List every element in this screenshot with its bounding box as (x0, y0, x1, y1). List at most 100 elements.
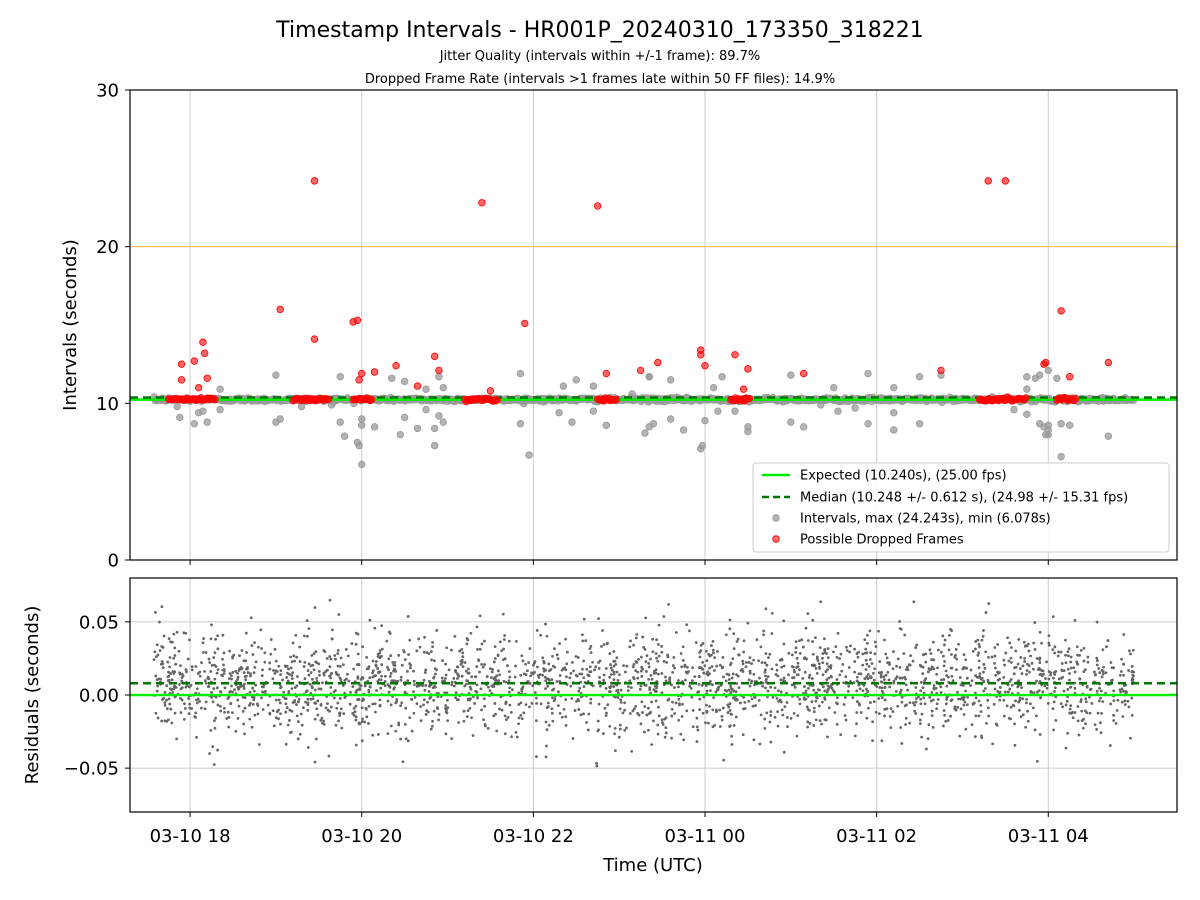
top-y-tick-label: 20 (96, 237, 119, 258)
residual-point (609, 663, 612, 666)
residual-point (1017, 638, 1021, 641)
residual-point (1051, 707, 1055, 711)
dropped-frame-point (1066, 373, 1074, 381)
residual-point (716, 650, 719, 653)
residual-point (262, 685, 265, 689)
interval-point (864, 420, 872, 428)
residual-point (855, 722, 858, 726)
residual-point (941, 654, 945, 658)
residual-point (636, 670, 640, 674)
residual-point (612, 659, 616, 663)
residual-point (1086, 660, 1090, 664)
residual-point (318, 673, 321, 677)
interval-point (358, 415, 366, 423)
residual-point (211, 700, 215, 704)
residual-point (399, 737, 403, 741)
residual-point (248, 690, 252, 694)
residual-point (712, 696, 716, 700)
residual-point (214, 716, 217, 720)
residual-point (437, 713, 441, 716)
residual-point (358, 687, 362, 690)
residual-point (175, 737, 179, 741)
residual-point (486, 726, 490, 730)
residual-point (679, 732, 683, 736)
residual-point (1045, 686, 1049, 690)
residual-point (251, 702, 255, 706)
residual-point (731, 657, 735, 661)
residual-point (170, 640, 174, 644)
residual-point (843, 696, 847, 699)
residual-point (242, 722, 246, 726)
residual-point (522, 672, 526, 676)
residual-point (1098, 671, 1102, 675)
residual-point (914, 686, 918, 689)
dropped-frame-point (211, 395, 219, 404)
residual-point (1025, 698, 1028, 701)
residual-point (223, 686, 227, 690)
residual-point (475, 625, 479, 629)
residual-point (723, 688, 727, 692)
residual-point (778, 698, 782, 702)
residual-point (378, 698, 382, 702)
residual-point (977, 699, 981, 703)
residual-point (821, 652, 825, 656)
residual-point (956, 705, 960, 709)
residual-point (238, 654, 241, 658)
residual-point (285, 706, 289, 709)
residual-point (236, 675, 240, 679)
residual-point (463, 661, 467, 664)
residual-point (898, 620, 901, 623)
residual-point (252, 689, 256, 693)
residual-point (798, 639, 801, 643)
residual-point (642, 645, 646, 649)
residual-point (900, 695, 904, 699)
residual-point (355, 688, 359, 692)
residual-point (1059, 650, 1063, 654)
residual-point (471, 734, 475, 737)
residual-point (936, 666, 939, 670)
residual-point (242, 684, 245, 688)
residual-point (913, 709, 916, 713)
residual-point (249, 674, 252, 678)
residual-point (461, 665, 465, 669)
residual-point (433, 684, 437, 688)
residual-point (1116, 698, 1120, 702)
residual-point (918, 663, 922, 667)
residual-point (943, 713, 946, 717)
residual-point (368, 685, 372, 689)
residual-point (373, 702, 377, 706)
residual-point (215, 671, 219, 675)
residual-point (903, 633, 907, 637)
residual-point (1003, 663, 1006, 667)
residual-point (815, 672, 819, 675)
interval-point (430, 441, 439, 450)
residual-point (312, 668, 316, 672)
residual-point (821, 673, 825, 677)
residual-point (1069, 666, 1073, 670)
residual-point (914, 712, 918, 715)
residual-point (976, 653, 980, 657)
residual-point (878, 686, 882, 689)
dropped-frame-point (1022, 394, 1030, 402)
residual-point (647, 661, 651, 665)
residual-point (517, 703, 521, 706)
top-plot-frame (129, 89, 1178, 561)
residual-point (542, 659, 545, 663)
bottom-y-tick-label: 0.05 (79, 612, 119, 633)
interval-point (400, 413, 409, 422)
residual-point (974, 696, 978, 700)
residual-point (696, 690, 700, 694)
residual-point (829, 666, 833, 670)
residual-point (564, 723, 568, 727)
residual-point (1072, 666, 1076, 670)
residual-point (298, 660, 302, 663)
residual-point (179, 664, 182, 667)
residual-point (650, 677, 654, 681)
residual-point (483, 663, 486, 666)
residual-point (475, 665, 479, 668)
residual-point (699, 643, 703, 647)
residual-point (1110, 666, 1114, 670)
residual-point (724, 633, 728, 637)
residual-point (674, 631, 678, 634)
